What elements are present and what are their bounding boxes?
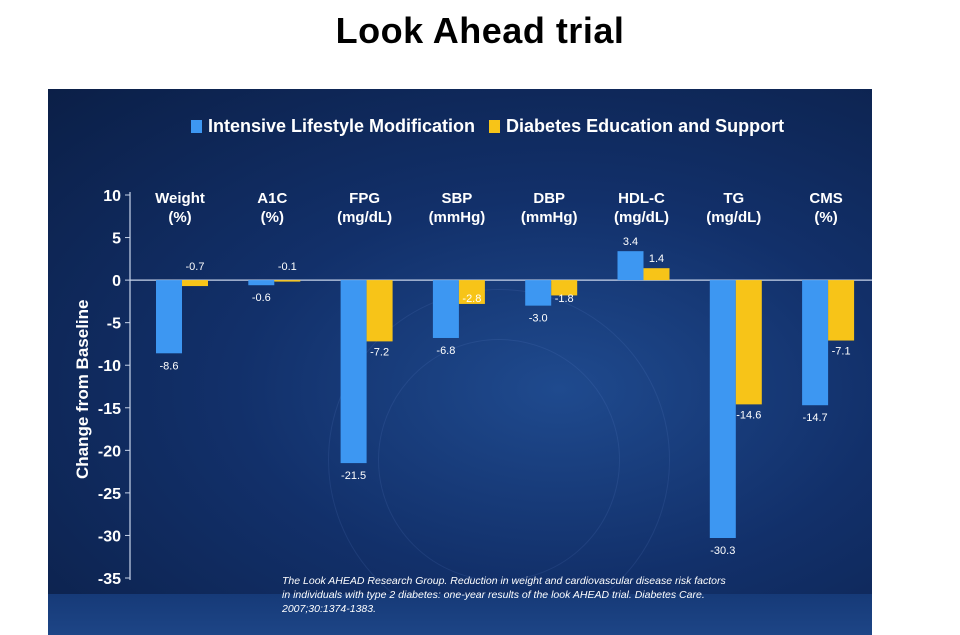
data-label: -2.8: [462, 293, 481, 305]
bottom-band: [48, 594, 872, 635]
y-tick-label: -30: [98, 528, 121, 545]
y-tick-label: -5: [107, 316, 121, 333]
y-tick-label: -35: [98, 571, 121, 588]
bar-ilm: [617, 251, 644, 281]
legend-label-des: Diabetes Education and Support: [506, 116, 785, 136]
category-label: (mg/dL): [706, 209, 761, 226]
data-label: -3.0: [529, 313, 548, 325]
legend-label-ilm: Intensive Lifestyle Modification: [208, 116, 476, 136]
data-label: -6.8: [436, 345, 455, 357]
data-label: -21.5: [341, 470, 366, 482]
category-label: (mg/dL): [337, 209, 392, 226]
category-label: TG: [723, 190, 744, 207]
category-label: SBP: [441, 190, 472, 207]
data-label: 1.4: [649, 253, 664, 265]
category-label: (mg/dL): [614, 209, 669, 226]
bar-chart: 10 5 0 -5 -10 -15 -20 -25 -30 -35 Weight (%) A1C (%) F…: [98, 188, 872, 588]
category-label: A1C: [257, 190, 287, 207]
legend-swatch-ilm: [191, 120, 202, 133]
category-label: (mmHg): [429, 209, 486, 226]
bar-ilm: [340, 280, 367, 464]
category-label: (%): [168, 209, 191, 226]
chart-panel: Intensive Lifestyle Modification Diabete…: [48, 89, 872, 635]
citation-text: The Look AHEAD Research Group. Reduction…: [282, 575, 726, 615]
data-label: -7.1: [832, 346, 851, 358]
category-label: FPG: [349, 190, 380, 207]
y-tick-label: 0: [112, 273, 121, 290]
data-label: -0.6: [252, 292, 271, 304]
bar-ilm: [709, 280, 736, 538]
data-label: -14.6: [736, 409, 761, 421]
bar-des: [735, 280, 762, 405]
y-tick-label: -10: [98, 358, 121, 375]
category-label: DBP: [533, 190, 565, 207]
bar-des: [551, 280, 578, 296]
bar-ilm: [432, 280, 459, 338]
bar-des: [182, 280, 208, 287]
data-label: -7.2: [370, 346, 389, 358]
y-tick-label: 5: [112, 231, 121, 248]
background-ring: [378, 339, 620, 581]
y-tick-label: 10: [103, 188, 121, 205]
category-label: (%): [261, 209, 284, 226]
y-tick-label: -20: [98, 443, 121, 460]
category-label: HDL-C: [618, 190, 665, 207]
bar-ilm: [248, 280, 275, 286]
data-label: -0.1: [278, 261, 297, 273]
bar-des: [458, 280, 485, 304]
category-label: CMS: [809, 190, 842, 207]
bar-ilm: [802, 280, 829, 406]
bar-des: [643, 268, 670, 281]
y-tick-label: -25: [98, 486, 121, 503]
data-label: -8.6: [160, 360, 179, 372]
slide-title: Look Ahead trial: [335, 10, 625, 51]
bar-des: [366, 280, 393, 342]
data-label: -0.7: [186, 261, 205, 273]
bar-ilm: [156, 280, 182, 354]
legend-item-ilm: Intensive Lifestyle Modification: [191, 116, 475, 137]
category-label: (%): [814, 209, 837, 226]
bar-ilm: [525, 280, 552, 306]
bar-des: [828, 280, 855, 341]
data-label: -14.7: [803, 412, 828, 424]
category-label: Weight: [155, 190, 205, 207]
legend-swatch-des: [489, 120, 501, 133]
bar-des: [274, 280, 301, 282]
category-label: (mmHg): [521, 209, 578, 226]
y-tick-label: -15: [98, 401, 121, 418]
data-label: -1.8: [555, 293, 574, 305]
data-label: -30.3: [710, 545, 735, 557]
chart-legend: Intensive Lifestyle Modification Diabete…: [191, 116, 798, 137]
data-label: 3.4: [623, 236, 638, 248]
legend-item-des: Diabetes Education and Support: [489, 116, 784, 137]
